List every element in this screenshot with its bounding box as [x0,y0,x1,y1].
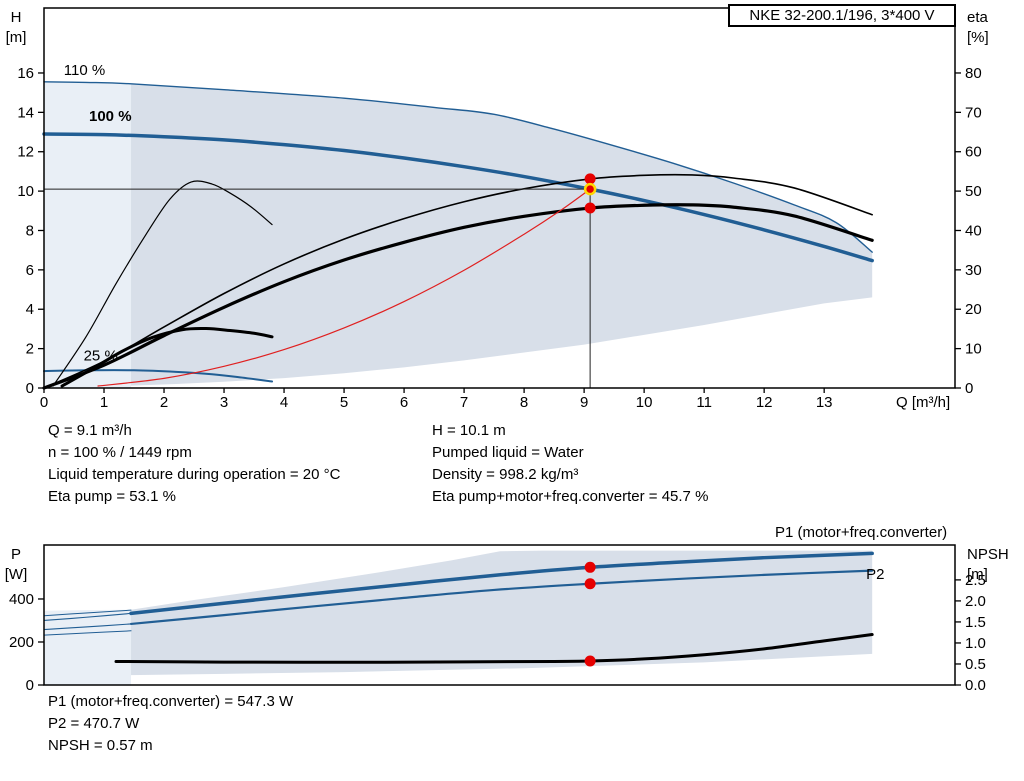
qh-eta-chart: 0246810121416H[m]01020304050607080eta[%]… [6,7,989,411]
curve-label: P1 (motor+freq.converter) [775,524,947,541]
control-curve-curve [97,188,591,387]
low-flow-strip [44,609,132,685]
tick-label: 4 [280,394,288,411]
plot-frame [43,7,956,389]
tick-label: 40 [965,222,982,239]
tick-label: 20 [965,301,982,318]
tick-label: 5 [340,394,348,411]
tick-label: 30 [965,262,982,279]
tick-label: 1 [100,394,108,411]
tick-label: 0 [26,380,34,397]
tick-label: 11 [696,394,712,411]
eta-pump-25pct-curve [52,180,273,387]
power-envelope [131,550,873,676]
tick-label: 10 [636,394,653,411]
right-axis-title: eta [967,9,989,26]
right-axis-unit: [m] [967,566,988,583]
tick-label: 7 [460,394,468,411]
curve-label: P2 [866,566,884,583]
tick-label: 10 [17,183,34,200]
tick-label: 2.5 [965,572,986,589]
power-npsh-chart: 0 200 400 P [W] 0.0 0.5 1.0 1.5 2.0 2.5 NPSH [m] P1 (… [5,524,1009,694]
p1-point-marker [584,561,596,573]
result-p1: P1 (motor+freq.converter) = 547.3 W [48,693,294,710]
tick-label: 60 [965,144,982,161]
tick-label: 2 [26,341,34,358]
p1-lead-in-curve [43,612,132,622]
tick-label: 14 [17,104,34,121]
tick-label: 4 [26,301,34,318]
tick-label: 8 [26,222,34,239]
right-axis-unit: [%] [967,29,989,46]
tick-label: 10 [965,341,982,358]
right-axis-title: NPSH [967,546,1009,563]
p2-lead-in-curve [43,623,132,631]
tick-label: 0.0 [965,677,986,694]
eta-total-25pct-curve [60,326,274,388]
eta-pump-curve [43,173,873,389]
npsh-curve [114,633,874,664]
p2-point-marker [584,578,596,590]
eta-pump-point-marker [584,173,596,185]
result-npsh: NPSH = 0.57 m [48,737,153,754]
result-flow: Q = 9.1 m³/h [48,422,132,439]
duty-results-right: H = 10.1 m Pumped liquid = Water Density… [432,420,708,508]
tick-label: 2.0 [965,593,986,610]
tick-label: 6 [400,394,408,411]
result-pumped-liquid: Pumped liquid = Water [432,444,584,461]
left-axis-unit: [W] [5,566,28,583]
tick-label: 12 [756,394,773,411]
tick-label: 0 [40,394,48,411]
curve-label: 25 % [84,347,118,364]
tick-label: 9 [580,394,588,411]
tick-label: 1.5 [965,614,986,631]
duty-point-marker [583,182,597,196]
tick-label: 0.5 [965,656,986,673]
result-eta-pump: Eta pump = 53.1 % [48,488,176,505]
tick-label: 13 [816,394,833,411]
pump-model-title: NKE 32-200.1/196, 3*400 V [728,4,956,27]
result-eta-total: Eta pump+motor+freq.converter = 45.7 % [432,488,709,505]
aux-lower-line-curve [43,630,132,636]
result-density: Density = 998.2 kg/m³ [432,466,579,483]
eta-total-point-marker [584,202,596,214]
tick-label: 2 [160,394,168,411]
power-results: P1 (motor+freq.converter) = 547.3 W P2 =… [48,691,293,757]
operating-envelope [131,83,873,386]
tick-label: 16 [17,65,34,82]
npsh-point-marker [584,655,596,667]
tick-label: 50 [965,183,982,200]
plot-frame [43,544,956,686]
left-axis-title: P [11,546,21,563]
result-liquid-temp: Liquid temperature during operation = 20… [48,466,341,483]
head-110pct-curve [43,81,873,253]
duty-results-left: Q = 9.1 m³/h n = 100 % / 1449 rpm Liquid… [48,420,340,508]
tick-label: 8 [520,394,528,411]
curve-label: 110 % [64,62,105,79]
p2-curve [129,569,874,626]
result-speed: n = 100 % / 1449 rpm [48,444,192,461]
tick-label: 200 [9,634,34,651]
result-head: H = 10.1 m [432,422,506,439]
tick-label: 6 [26,262,34,279]
left-axis-title: H [11,9,22,26]
left-axis-unit: [m] [6,29,27,46]
tick-label: 1.0 [965,635,986,652]
tick-label: 3 [220,394,228,411]
x-axis-title: Q [m³/h] [896,394,950,411]
tick-label: 70 [965,104,982,121]
result-p2: P2 = 470.7 W [48,715,140,732]
tick-label: 12 [17,144,34,161]
tick-label: 0 [965,380,973,397]
aux-upper-line-curve [43,609,132,617]
tick-label: 80 [965,65,982,82]
head-100pct-curve [42,132,874,263]
tick-label: 400 [9,591,34,608]
tick-label: 0 [26,677,34,694]
curve-label: 100 % [89,108,132,125]
low-flow-strip [44,81,132,388]
p1-motor-freq-curve [129,551,874,616]
